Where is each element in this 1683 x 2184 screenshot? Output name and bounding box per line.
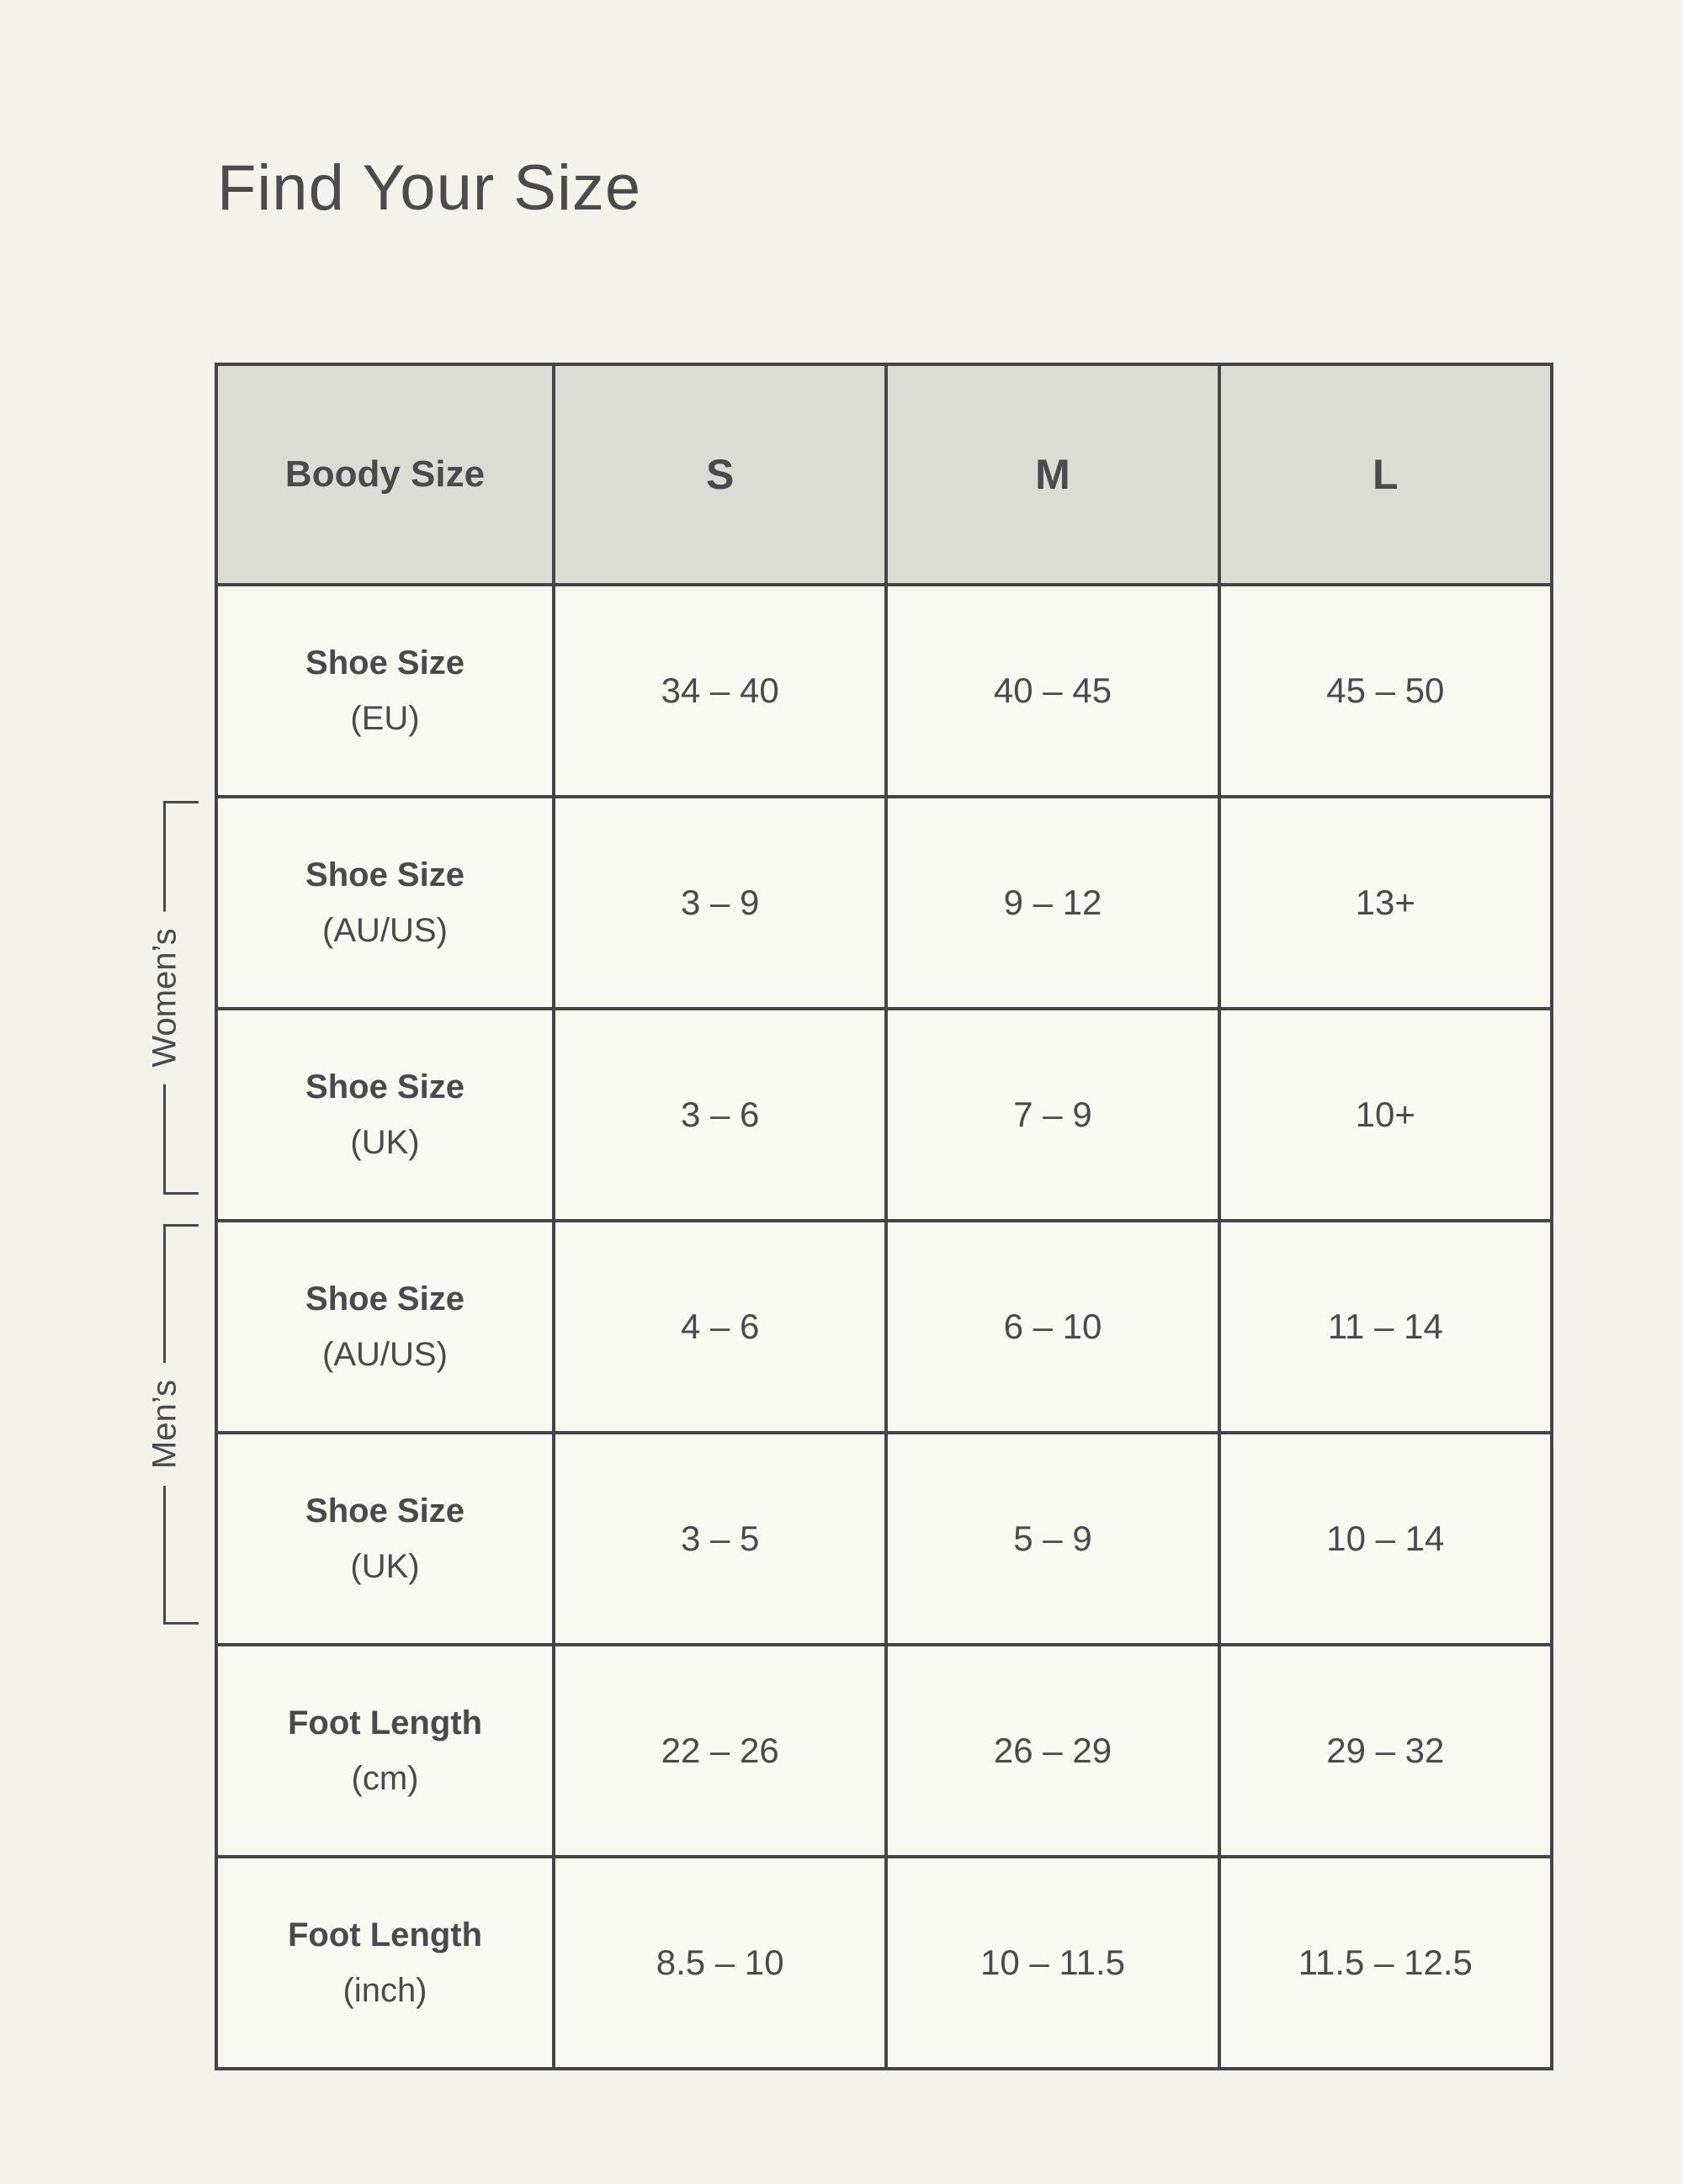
value-cell: 29 – 32	[1220, 1646, 1550, 1855]
mens-group-label: Men’s	[146, 1363, 184, 1486]
row-unit: (UK)	[350, 1548, 420, 1585]
value-cell: 5 – 9	[888, 1434, 1218, 1643]
row-unit: (UK)	[350, 1124, 420, 1161]
value-cell: 3 – 6	[555, 1010, 885, 1219]
header-cell-size-l: L	[1220, 366, 1550, 583]
value-cell: 11 – 14	[1220, 1222, 1550, 1431]
bracket-tick-bottom	[163, 1622, 199, 1625]
value-cell: 26 – 29	[888, 1646, 1218, 1855]
mens-group-bracket: Men’s	[146, 1224, 199, 1625]
row-label-cell: Shoe Size (AU/US)	[218, 798, 552, 1007]
row-label-cell: Shoe Size (UK)	[218, 1010, 552, 1219]
header-cell-size-m: M	[888, 366, 1218, 583]
row-label: Shoe Size	[305, 1280, 465, 1317]
header-cell-boody-size: Boody Size	[218, 366, 552, 583]
row-unit: (inch)	[342, 1972, 427, 2009]
value-cell: 22 – 26	[555, 1646, 885, 1855]
value-cell: 4 – 6	[555, 1222, 885, 1431]
row-label-cell: Shoe Size (EU)	[218, 586, 552, 795]
row-label: Foot Length	[287, 1916, 483, 1953]
bracket-tick-top	[163, 801, 199, 803]
value-cell: 45 – 50	[1220, 586, 1550, 795]
value-cell: 13+	[1220, 798, 1550, 1007]
row-label: Shoe Size	[305, 1068, 465, 1105]
value-cell: 34 – 40	[555, 586, 885, 795]
row-label: Shoe Size	[305, 856, 465, 893]
row-label: Foot Length	[287, 1704, 483, 1741]
value-cell: 3 – 5	[555, 1434, 885, 1643]
value-cell: 40 – 45	[888, 586, 1218, 795]
header-cell-size-s: S	[555, 366, 885, 583]
row-label: Shoe Size	[305, 644, 465, 681]
bracket-tick-top	[163, 1224, 199, 1227]
value-cell: 9 – 12	[888, 798, 1218, 1007]
row-label-cell: Shoe Size (AU/US)	[218, 1222, 552, 1431]
womens-group-bracket: Women’s	[146, 801, 199, 1195]
row-unit: (AU/US)	[322, 1336, 448, 1373]
page-title: Find Your Size	[217, 152, 642, 224]
value-cell: 3 – 9	[555, 798, 885, 1007]
value-cell: 7 – 9	[888, 1010, 1218, 1219]
row-label: Shoe Size	[305, 1492, 465, 1529]
row-unit: (EU)	[350, 700, 420, 737]
value-cell: 11.5 – 12.5	[1220, 1858, 1550, 2067]
row-label-cell: Shoe Size (UK)	[218, 1434, 552, 1643]
row-label-cell: Foot Length (cm)	[218, 1646, 552, 1855]
bracket-tick-bottom	[163, 1192, 199, 1195]
size-table: Boody Size S M L Shoe Size (EU) 34 – 40 …	[215, 363, 1553, 2070]
value-cell: 10 – 11.5	[888, 1858, 1218, 2067]
womens-group-label: Women’s	[146, 911, 184, 1084]
value-cell: 10 – 14	[1220, 1434, 1550, 1643]
row-label-cell: Foot Length (inch)	[218, 1858, 552, 2067]
row-unit: (AU/US)	[322, 912, 448, 949]
value-cell: 6 – 10	[888, 1222, 1218, 1431]
row-unit: (cm)	[351, 1760, 419, 1797]
value-cell: 8.5 – 10	[555, 1858, 885, 2067]
value-cell: 10+	[1220, 1010, 1550, 1219]
